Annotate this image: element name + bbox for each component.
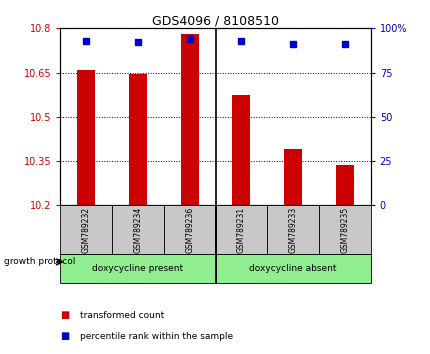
Text: growth protocol: growth protocol (4, 257, 76, 267)
Text: GSM789231: GSM789231 (237, 206, 245, 252)
Bar (335, 165, 353, 205)
Text: GSM789235: GSM789235 (340, 206, 348, 253)
Bar (112, 205, 163, 253)
Text: ■: ■ (60, 331, 69, 341)
Bar (180, 34, 198, 205)
Text: GSM789232: GSM789232 (82, 206, 90, 252)
Text: doxycycline present: doxycycline present (92, 264, 183, 273)
Bar (60, 205, 112, 253)
Bar (163, 205, 215, 253)
Bar (129, 74, 147, 205)
Text: ■: ■ (60, 310, 69, 320)
Bar (215, 205, 267, 253)
Bar (77, 70, 95, 205)
Text: GSM789233: GSM789233 (288, 206, 297, 253)
Bar (318, 205, 370, 253)
Text: GSM789236: GSM789236 (185, 206, 194, 253)
Bar (283, 149, 301, 205)
Text: transformed count: transformed count (80, 310, 163, 320)
Text: percentile rank within the sample: percentile rank within the sample (80, 332, 232, 341)
Bar (215, 253, 370, 283)
Bar (267, 205, 318, 253)
Bar (232, 95, 250, 205)
Title: GDS4096 / 8108510: GDS4096 / 8108510 (152, 14, 278, 27)
Text: GSM789234: GSM789234 (133, 206, 142, 253)
Bar (60, 253, 215, 283)
Text: doxycycline absent: doxycycline absent (249, 264, 336, 273)
